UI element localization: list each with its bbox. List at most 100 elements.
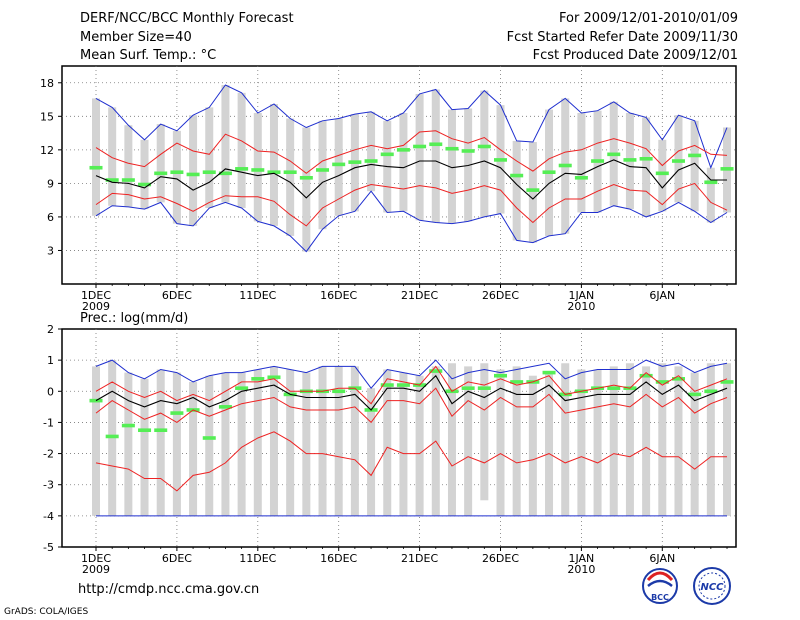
- temp-range-bar: [415, 93, 424, 221]
- prec-low-red-line: [95, 431, 727, 492]
- prec-median-mark: [639, 373, 653, 378]
- temp-range-bar: [528, 142, 537, 243]
- prec-range-bar: [318, 366, 327, 516]
- prec-median-mark: [607, 386, 621, 390]
- temp-xtick-label: 11DEC: [239, 289, 276, 302]
- temp-median-mark: [542, 170, 556, 175]
- temp-range-bar: [577, 112, 586, 213]
- ncc-logo: NCC: [693, 567, 731, 605]
- prec-range-bar: [156, 369, 165, 516]
- temp-range-bar: [318, 120, 327, 230]
- prec-range-bar: [92, 366, 100, 516]
- prec-max-line: [95, 359, 728, 389]
- temp-range-bar: [269, 104, 278, 226]
- prec-range-bar: [334, 366, 343, 516]
- bcc-logo-text: BCC: [651, 593, 669, 602]
- temp-min-line: [95, 190, 728, 253]
- temp-ytick-label: 9: [47, 177, 54, 190]
- prec-ytick-label: 2: [47, 323, 54, 336]
- prec-xtick-label: 16DEC: [320, 552, 357, 565]
- prec-median-mark: [121, 423, 135, 428]
- prec-xtick-label: 6DEC: [162, 552, 192, 565]
- temp-range-bar: [706, 167, 715, 223]
- temp-median-mark: [235, 167, 249, 171]
- prec-range-bar: [172, 372, 181, 516]
- prec-median-mark: [89, 398, 103, 403]
- forecast-period: For 2009/12/01-2010/01/09: [559, 11, 738, 26]
- temp-median-mark: [202, 170, 216, 175]
- bcc-logo: BCC: [642, 568, 678, 604]
- temp-ytick-label: 3: [47, 244, 54, 257]
- prec-ytick-label: -3: [43, 479, 54, 492]
- prec-median-mark: [655, 380, 669, 384]
- fcst-produced-date: Fcst Produced Date 2009/12/01: [532, 48, 738, 63]
- prec-range-bar: [496, 369, 505, 516]
- variable-label: Mean Surf. Temp.: °C: [80, 48, 217, 63]
- prec-range-bar: [447, 363, 456, 516]
- temp-range-bar: [431, 89, 440, 223]
- temp-range-bar: [92, 98, 100, 216]
- prec-median-mark: [332, 389, 346, 394]
- prec-range-bar: [302, 372, 311, 516]
- prec-median-mark: [267, 375, 281, 380]
- temp-median-mark: [364, 159, 378, 163]
- temp-median-mark: [316, 168, 330, 172]
- prec-range-bar: [221, 372, 230, 516]
- temp-range-bar: [108, 107, 117, 206]
- temp-median-mark: [251, 168, 265, 172]
- temp-median-mark: [461, 149, 475, 153]
- prec-median-mark: [251, 377, 265, 381]
- prec-range-bar: [464, 366, 473, 516]
- temp-range-bar: [221, 85, 230, 203]
- temp-ytick-label: 15: [40, 110, 54, 123]
- prec-range-bar: [528, 375, 537, 516]
- temp-range-bar: [447, 109, 456, 224]
- temp-xtick-label: 26DEC: [482, 289, 519, 302]
- temp-upper-line: [95, 130, 728, 174]
- temp-frame: [61, 65, 737, 285]
- prec-range-bar: [480, 363, 489, 501]
- temp-range-bar: [480, 90, 489, 217]
- temp-median-mark: [494, 158, 507, 162]
- prec-xtick-label: 1JAN: [568, 552, 594, 565]
- temp-range-bar: [156, 124, 165, 203]
- temp-median-mark: [671, 159, 685, 163]
- prec-median-mark: [477, 386, 491, 390]
- temp-xtick-label: 6DEC: [162, 289, 192, 302]
- prec-median-mark: [380, 383, 394, 387]
- prec-median-mark: [494, 373, 507, 378]
- temp-range-bar: [334, 118, 343, 216]
- temp-median-mark: [267, 170, 281, 175]
- prec-range-bar: [367, 388, 376, 516]
- prec-range-bar: [577, 369, 586, 516]
- prec-range-bar: [723, 363, 732, 516]
- grads-credit: GrADS: COLA/IGES: [4, 607, 89, 617]
- temp-median-mark: [299, 175, 313, 180]
- source-url[interactable]: http://cmdp.ncc.cma.gov.cn: [78, 582, 260, 597]
- prec-range-bar: [545, 372, 554, 516]
- temp-median-mark: [445, 146, 459, 151]
- temp-xtick-sublabel: 2009: [82, 300, 110, 313]
- prec-range-bar: [205, 375, 214, 516]
- temp-median-mark: [639, 156, 653, 161]
- prec-range-bar: [690, 372, 699, 516]
- temp-xtick-sublabel: 2010: [567, 300, 595, 313]
- ncc-logo-text: NCC: [700, 582, 724, 593]
- temp-median-mark: [332, 162, 346, 167]
- prec-ytick-label: 1: [47, 354, 54, 367]
- prec-median-mark: [704, 389, 718, 394]
- prec-range-bar: [253, 369, 262, 516]
- prec-median-mark: [202, 436, 216, 440]
- temp-median-mark: [89, 165, 103, 170]
- prec-range-bar: [237, 372, 246, 516]
- prec-upper-line: [95, 365, 728, 405]
- prec-ytick-label: 0: [47, 385, 54, 398]
- prec-median-mark: [671, 377, 685, 381]
- prec-frame: [61, 328, 737, 548]
- prec-ytick-label: -2: [43, 448, 54, 461]
- temp-median-mark: [574, 175, 588, 180]
- temp-range-bar: [658, 139, 667, 212]
- temp-median-mark: [607, 152, 621, 157]
- prec-ytick-label: -1: [43, 416, 54, 429]
